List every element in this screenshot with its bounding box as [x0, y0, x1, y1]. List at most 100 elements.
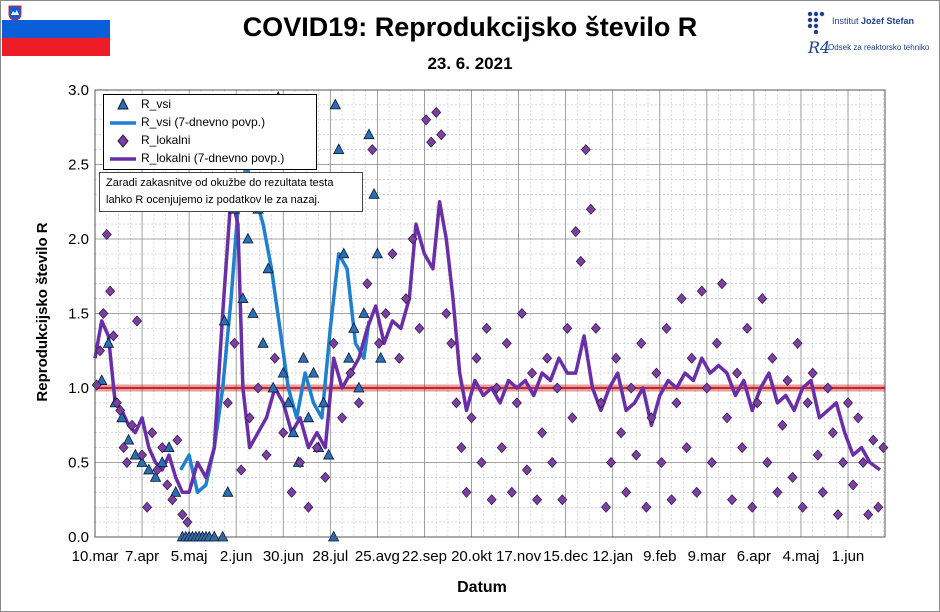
- data-point-r-lokalni: [595, 397, 606, 409]
- data-point-r-lokalni: [261, 449, 272, 461]
- x-tick-label: 30.jun: [263, 548, 304, 565]
- chart-legend: R_vsi R_vsi (7-dnevno povp.) R_lokalni R…: [103, 94, 317, 170]
- data-point-r-lokalni: [641, 501, 652, 513]
- data-point-r-lokalni: [822, 382, 833, 394]
- data-point-r-lokalni: [111, 397, 122, 409]
- data-point-r-lokalni: [426, 136, 437, 148]
- data-point-r-lokalni: [229, 337, 240, 349]
- data-point-r-vsi: [218, 314, 231, 326]
- chart-title: COVID19: Reprodukcijsko število R: [242, 12, 698, 42]
- data-point-r-lokalni: [446, 337, 457, 349]
- data-point-r-lokalni: [414, 322, 425, 334]
- data-point-r-lokalni: [732, 367, 743, 379]
- legend-item-r-vsi-avg: R_vsi (7-dnevno povp.): [104, 114, 316, 132]
- data-point-r-lokalni: [580, 144, 591, 156]
- data-point-r-lokalni: [362, 278, 373, 290]
- data-point-r-lokalni: [91, 379, 102, 391]
- line-swatch-icon: [110, 121, 136, 125]
- data-point-r-lokalni: [626, 382, 637, 394]
- data-point-r-lokalni: [367, 144, 378, 156]
- x-tick-label: 5.maj: [171, 548, 208, 565]
- data-point-r-lokalni: [431, 106, 442, 118]
- data-point-r-lokalni: [681, 442, 692, 454]
- data-point-r-vsi: [143, 463, 155, 475]
- data-point-r-lokalni: [802, 397, 813, 409]
- data-point-r-lokalni: [101, 229, 112, 241]
- data-point-r-lokalni: [162, 479, 173, 491]
- data-point-r-lokalni: [400, 293, 411, 305]
- data-point-r-lokalni: [222, 397, 233, 409]
- y-tick-label: 3.0: [68, 82, 89, 99]
- data-point-r-vsi: [217, 530, 229, 542]
- data-point-r-lokalni: [772, 486, 783, 498]
- data-point-r-lokalni: [278, 427, 289, 439]
- x-tick-label: 4.maj: [783, 548, 820, 565]
- data-point-r-lokalni: [706, 456, 717, 469]
- data-point-r-vsi: [277, 366, 289, 378]
- data-point-r-lokalni: [441, 307, 452, 320]
- data-point-r-lokalni: [522, 464, 532, 476]
- data-point-r-lokalni: [98, 307, 109, 320]
- data-point-r-lokalni: [762, 456, 773, 469]
- data-point-r-lokalni: [752, 397, 763, 409]
- data-point-r-vsi: [247, 307, 259, 318]
- data-point-r-lokalni: [817, 486, 828, 498]
- data-point-r-vsi: [297, 351, 310, 363]
- r4-mark: R4: [808, 38, 831, 57]
- data-point-r-lokalni: [380, 307, 391, 320]
- triangle-icon: [117, 97, 129, 110]
- y-tick-label: 1.0: [68, 380, 89, 397]
- data-point-r-vsi: [322, 448, 335, 460]
- data-point-r-lokalni: [777, 419, 788, 431]
- data-point-r-lokalni: [491, 382, 502, 394]
- data-point-r-lokalni: [853, 412, 864, 424]
- chart-date: 23. 6. 2021: [427, 54, 513, 73]
- data-point-r-lokalni: [676, 293, 687, 305]
- data-point-r-lokalni: [747, 501, 758, 513]
- data-point-r-lokalni: [812, 449, 823, 461]
- data-point-r-vsi: [116, 411, 128, 423]
- data-point-r-lokalni: [646, 412, 657, 424]
- data-point-r-lokalni: [585, 203, 596, 215]
- x-tick-label: 25.avg: [355, 548, 400, 565]
- data-point-r-lokalni: [827, 427, 838, 439]
- data-point-r-lokalni: [167, 494, 178, 506]
- data-point-r-vsi: [302, 411, 315, 423]
- data-point-r-lokalni: [868, 434, 879, 446]
- data-point-r-lokalni: [108, 330, 119, 342]
- data-point-r-lokalni: [496, 442, 507, 454]
- y-tick-label: 2.0: [68, 231, 89, 248]
- data-point-r-vsi: [358, 307, 370, 318]
- data-point-r-lokalni: [506, 486, 517, 498]
- data-point-r-lokalni: [172, 434, 183, 446]
- flag-white-band: [2, 2, 110, 20]
- data-point-r-lokalni: [606, 456, 616, 469]
- data-point-r-vsi: [287, 426, 300, 438]
- data-point-r-lokalni: [132, 315, 142, 327]
- data-point-r-vsi: [267, 381, 279, 393]
- data-point-r-lokalni: [471, 352, 482, 364]
- data-point-r-lokalni: [244, 412, 255, 424]
- ijs-logo: Institut Jožef Stefan: [806, 10, 936, 36]
- coat-of-arms-icon: [8, 5, 22, 21]
- data-point-r-vsi: [307, 366, 320, 378]
- plot-border: [94, 89, 886, 538]
- data-point-r-vsi: [222, 485, 234, 497]
- slovenia-flag-icon: [2, 2, 110, 56]
- y-tick-label: 0.5: [68, 455, 89, 472]
- data-point-r-lokalni: [636, 337, 647, 349]
- data-point-r-lokalni: [542, 352, 553, 364]
- data-point-r-vsi: [343, 351, 355, 363]
- x-tick-label: 2.jun: [220, 548, 253, 565]
- data-point-r-lokalni: [511, 397, 522, 409]
- data-point-r-lokalni: [142, 501, 153, 513]
- data-point-r-lokalni: [631, 449, 642, 461]
- axes-layer: 0.0 0.5 1.0 1.5 2.0 2.5 3.0 10.mar 7.apr 5.maj 2.j…: [68, 82, 886, 565]
- data-point-r-lokalni: [727, 494, 738, 506]
- data-point-r-lokalni: [95, 345, 106, 357]
- data-point-r-lokalni: [711, 337, 722, 349]
- data-point-r-vsi: [328, 530, 340, 542]
- data-point-r-vsi: [136, 456, 148, 467]
- x-tick-label: 28.jul: [312, 548, 348, 565]
- data-point-r-vsi: [102, 336, 115, 348]
